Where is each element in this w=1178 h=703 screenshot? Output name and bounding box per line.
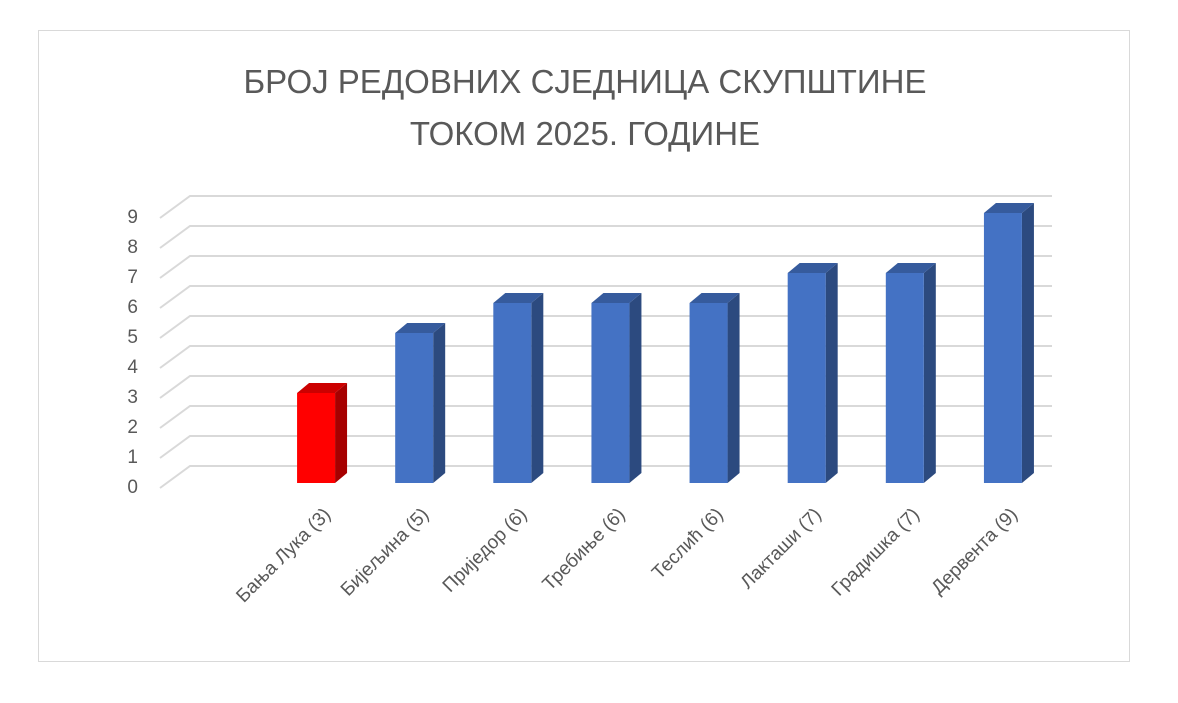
bar-front: [787, 273, 826, 483]
bar: [787, 263, 838, 483]
bar-side: [825, 263, 838, 483]
y-tick-label: 1: [127, 447, 138, 468]
bar-top: [395, 323, 446, 333]
y-tick-label: 8: [127, 237, 138, 258]
bar-front: [591, 303, 630, 483]
grid-line: [159, 255, 1052, 279]
bar-front: [885, 273, 924, 483]
chart-title: БРОЈ РЕДОВНИХ СЈЕДНИЦА СКУПШТИНЕ ТОКОМ 2…: [243, 63, 927, 152]
x-tick-label: Требиње (6): [539, 504, 630, 595]
bar-top: [591, 293, 642, 303]
bar: [493, 293, 544, 483]
bar-side: [433, 323, 446, 483]
y-tick-label: 9: [127, 207, 138, 228]
y-tick-label: 3: [127, 387, 138, 408]
y-tick-label: 0: [127, 477, 138, 498]
y-tick-label: 2: [127, 417, 138, 438]
x-tick-label: Теслић (6): [648, 504, 727, 583]
bar-side: [923, 263, 936, 483]
x-tick-label: Дервента (9): [928, 504, 1022, 598]
chart-frame: [38, 30, 1130, 662]
y-tick-label: 7: [127, 267, 138, 288]
bar-front: [983, 213, 1022, 483]
bar-front: [689, 303, 728, 483]
grid-line: [159, 225, 1052, 249]
bar-top: [787, 263, 838, 273]
y-tick-label: 5: [127, 327, 138, 348]
grid-line: [159, 315, 1052, 339]
grid-line: [159, 405, 1052, 429]
bar-top: [885, 263, 936, 273]
bar-side: [335, 383, 348, 483]
x-tick-label: Бијељина (5): [337, 504, 433, 600]
bar-side: [727, 293, 740, 483]
x-tick-label: Приједор (6): [439, 504, 532, 597]
bar-side: [531, 293, 544, 483]
bar: [395, 323, 446, 483]
y-tick-label: 6: [127, 297, 138, 318]
bar: [983, 203, 1034, 483]
grid-line: [159, 375, 1052, 399]
bar-front: [493, 303, 532, 483]
bar: [297, 383, 348, 483]
grid-line: [159, 195, 1052, 219]
x-tick-label: Бања Лука (3): [232, 504, 335, 607]
grid-line: [159, 345, 1052, 369]
grid-line: [159, 465, 1052, 489]
bar: [689, 293, 740, 483]
bar-front: [297, 393, 336, 483]
bar: [885, 263, 936, 483]
bar-side: [1021, 203, 1034, 483]
y-tick-label: 4: [127, 357, 138, 378]
bar-top: [983, 203, 1034, 213]
bar-side: [629, 293, 642, 483]
x-tick-label: Градишка (7): [828, 504, 924, 600]
grid-line: [159, 435, 1052, 459]
bar-top: [493, 293, 544, 303]
bar-top: [297, 383, 348, 393]
x-tick-label: Лакташи (7): [737, 504, 826, 593]
bar-top: [689, 293, 740, 303]
bar-front: [395, 333, 434, 483]
bar: [591, 293, 642, 483]
grid-line: [159, 285, 1052, 309]
